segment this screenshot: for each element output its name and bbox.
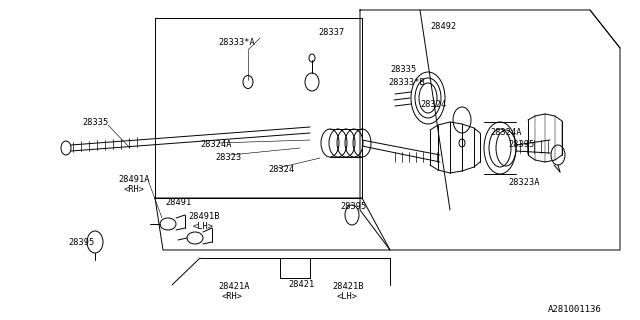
Text: 28333*A: 28333*A	[218, 38, 255, 47]
Text: 28323A: 28323A	[508, 178, 540, 187]
Text: 28324A: 28324A	[200, 140, 232, 149]
Text: 28333*B: 28333*B	[388, 78, 425, 87]
Text: 28421: 28421	[288, 280, 314, 289]
Text: 28395: 28395	[508, 140, 534, 149]
Text: 28323: 28323	[215, 153, 241, 162]
Text: 28421A: 28421A	[218, 282, 250, 291]
Text: 28395: 28395	[68, 238, 94, 247]
Text: 28491B: 28491B	[188, 212, 220, 221]
Text: 28421B: 28421B	[332, 282, 364, 291]
Text: 28324A: 28324A	[490, 128, 522, 137]
Text: <LH>: <LH>	[193, 222, 214, 231]
Text: 28335: 28335	[82, 118, 108, 127]
Text: <RH>: <RH>	[124, 185, 145, 194]
Text: 28324: 28324	[420, 100, 446, 109]
Text: 28491A: 28491A	[118, 175, 150, 184]
Text: 28324: 28324	[268, 165, 294, 174]
Text: A281001136: A281001136	[548, 305, 602, 314]
Text: <LH>: <LH>	[337, 292, 358, 301]
Text: 28491: 28491	[165, 198, 191, 207]
Text: 28337: 28337	[318, 28, 344, 37]
Text: 28395: 28395	[340, 202, 366, 211]
Text: 28492: 28492	[430, 22, 456, 31]
Text: 28335: 28335	[390, 65, 416, 74]
Text: <RH>: <RH>	[222, 292, 243, 301]
